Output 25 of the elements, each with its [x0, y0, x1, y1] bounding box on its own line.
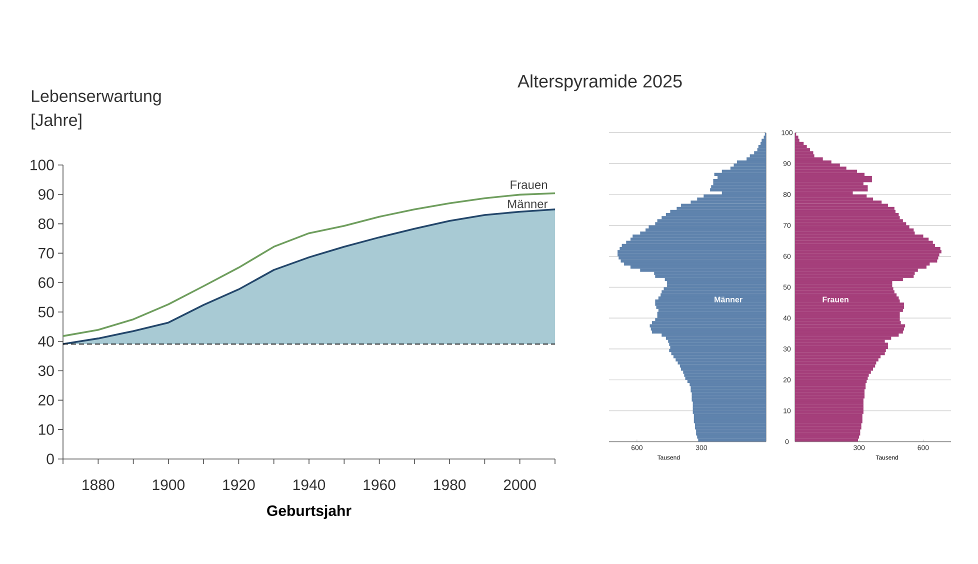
y-tick-label: 90: [38, 189, 54, 200]
y-tick-label: 100: [30, 160, 54, 170]
series-label: Männer: [714, 296, 742, 302]
x-tick-label: 2000: [504, 480, 536, 490]
y-tick-label: 70: [38, 248, 54, 258]
y-tick-label: 30: [38, 365, 54, 376]
y-tick-label: 80: [38, 218, 54, 230]
series-label: Frauen: [510, 180, 548, 190]
y-tick-label: 50: [38, 306, 54, 318]
x-tick-label: 1940: [293, 480, 326, 490]
series-label: Frauen: [822, 296, 848, 302]
y-tick-label: 20: [38, 394, 54, 406]
y-tick-label: 40: [38, 336, 54, 347]
x-tick-label: 1900: [152, 480, 185, 490]
x-tick-label: 1920: [223, 480, 255, 490]
x-axis-title: Geburtsjahr: [267, 505, 352, 519]
y-tick-label: 0: [46, 454, 54, 464]
y-axis-title: Lebenserwartung [Jahre]: [32, 90, 161, 130]
x-tick-label: 1880: [82, 480, 114, 490]
series-label: Männer: [508, 200, 548, 208]
x-tick-label: 1960: [364, 480, 396, 490]
y-tick-label: 10: [38, 424, 54, 435]
chart-title: Alterspyramide 2025: [518, 74, 682, 92]
x-tick-label: 1980: [434, 480, 466, 490]
y-tick-label: 60: [38, 277, 54, 288]
